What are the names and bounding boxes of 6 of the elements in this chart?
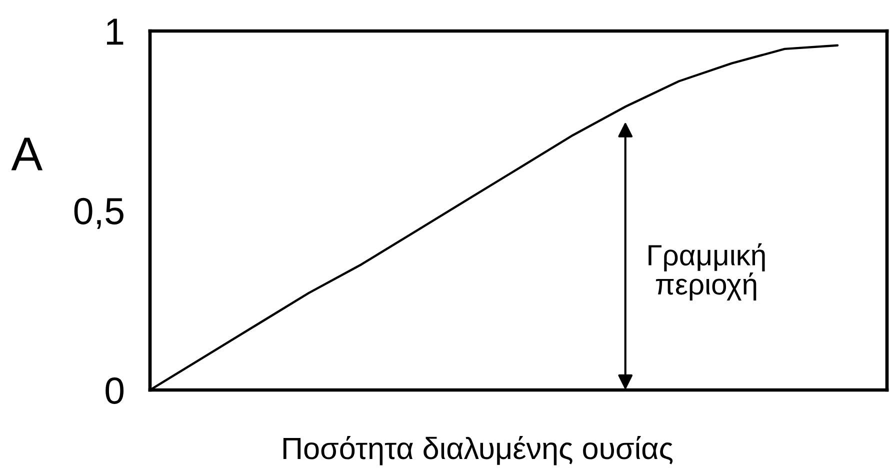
x-axis-title: Ποσότητα διαλυμένης ουσίας: [283, 436, 673, 466]
y-tick-label: 0,5: [74, 198, 124, 229]
annotation: Γραμμική περιοχή: [648, 243, 765, 300]
y-tick-label: 0: [106, 377, 124, 404]
y-tick-label: 1: [107, 18, 124, 45]
y-axis-title: A: [11, 138, 43, 170]
